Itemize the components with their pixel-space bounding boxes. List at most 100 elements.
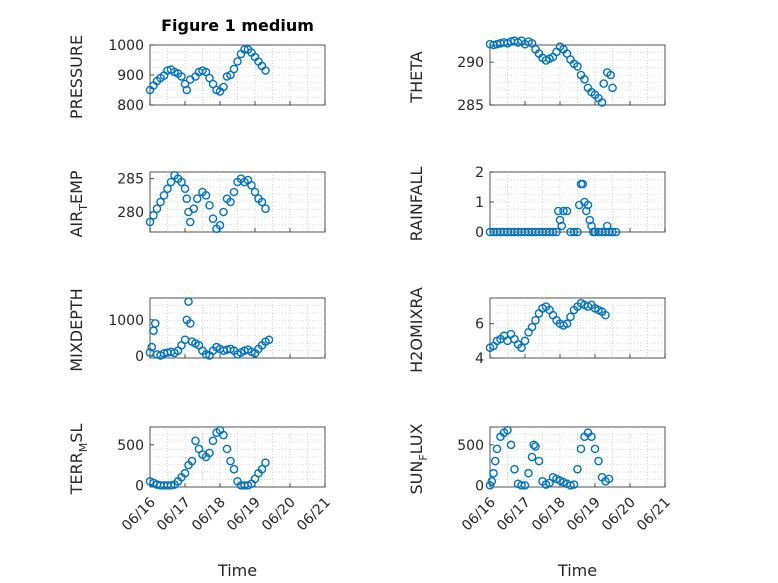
y-tick-label: 0 [135,349,144,365]
data-point [147,342,157,352]
data-point [205,448,214,458]
series-markers [485,298,610,353]
data-point [529,440,539,450]
data-point [534,456,544,466]
data-point [229,464,239,474]
data-point [226,456,235,466]
y-axis-label: AIRTEMP [67,170,90,237]
data-point [520,481,530,490]
x-tick-label: 06/20 [259,495,299,535]
x-tick-label: 06/17 [154,495,194,535]
series-markers [485,36,617,107]
series-markers [145,171,270,233]
y-axis-label: PRESSURE [67,35,86,119]
data-point [601,310,610,320]
y-axis-label: THETA [407,51,426,103]
data-point [506,440,516,450]
data-point [611,227,621,237]
data-point [229,64,239,74]
series-markers [485,425,614,490]
x-axis-label: Time [557,561,597,580]
data-point [553,206,563,216]
data-point [180,468,190,478]
data-point [233,57,242,66]
subplot-theta: 285 290 THETA [407,36,666,114]
data-point [229,187,239,197]
x-tick-label: 06/21 [294,495,334,535]
data-point [608,227,617,237]
data-point [548,227,558,237]
subplot-h2omixra: 4 6 H2OMIXRA [407,287,666,373]
x-tick-label: 06/16 [119,494,159,534]
data-point [597,98,607,107]
data-point [581,206,591,216]
series-markers [145,297,274,360]
data-point [590,444,600,454]
data-point [219,430,228,440]
data-point [585,215,595,225]
data-point [166,481,176,490]
y-axis-label: H2OMIXRA [407,287,426,373]
x-tick-label: 06/18 [189,495,229,535]
y-axis-label: SUNFLUX [407,423,430,494]
data-point [208,214,218,223]
data-point [569,480,579,489]
series-markers [145,45,270,96]
data-point [594,456,603,466]
x-tick-label: 06/18 [529,495,569,535]
data-point [180,184,190,193]
data-point [527,452,537,462]
y-tick-label: 1000 [108,313,144,329]
data-point [573,227,582,237]
data-point [149,211,158,220]
data-point [152,204,162,213]
data-point [531,315,540,325]
y-tick-label: 0 [475,225,484,241]
x-tick-label: 06/21 [634,495,674,535]
data-point [573,464,582,474]
data-point [192,194,202,203]
y-tick-label: 285 [457,98,484,114]
data-point [219,207,228,217]
data-point [201,191,211,200]
data-point [163,184,172,193]
data-point [573,62,582,71]
data-point [191,436,200,446]
data-point [527,322,537,332]
data-point [569,227,579,237]
data-point [177,72,186,81]
y-axis-label: TERRMSL [67,424,90,496]
data-point [261,204,270,213]
data-point [261,66,270,75]
data-point [180,79,190,89]
series-markers [485,179,621,237]
data-point [510,464,519,474]
data-point [552,227,561,237]
x-tick-label: 06/17 [494,495,534,535]
y-axis-label: MIXDEPTH [67,288,86,371]
y-tick-label: 0 [475,478,484,494]
subplot-rainfall: 0 1 2 RAINFALL [407,165,666,241]
data-point [517,481,526,490]
data-point [562,319,572,329]
y-tick-label: 1000 [108,38,144,54]
data-point [524,468,533,478]
data-point [250,187,260,197]
data-point [562,206,572,216]
data-point [182,194,192,203]
data-point [485,481,495,490]
y-tick-label: 285 [117,172,144,188]
data-point [247,181,256,190]
data-point [222,444,232,454]
data-point [566,481,575,490]
data-point [201,350,211,359]
y-tick-label: 500 [117,438,144,454]
x-tick-label: 06/20 [599,495,639,535]
data-point [580,74,589,84]
data-point [487,477,497,486]
y-tick-label: 4 [475,351,484,367]
chart-title: Figure 1 medium [161,16,314,35]
data-point [503,425,512,435]
y-tick-label: 1 [475,195,484,211]
